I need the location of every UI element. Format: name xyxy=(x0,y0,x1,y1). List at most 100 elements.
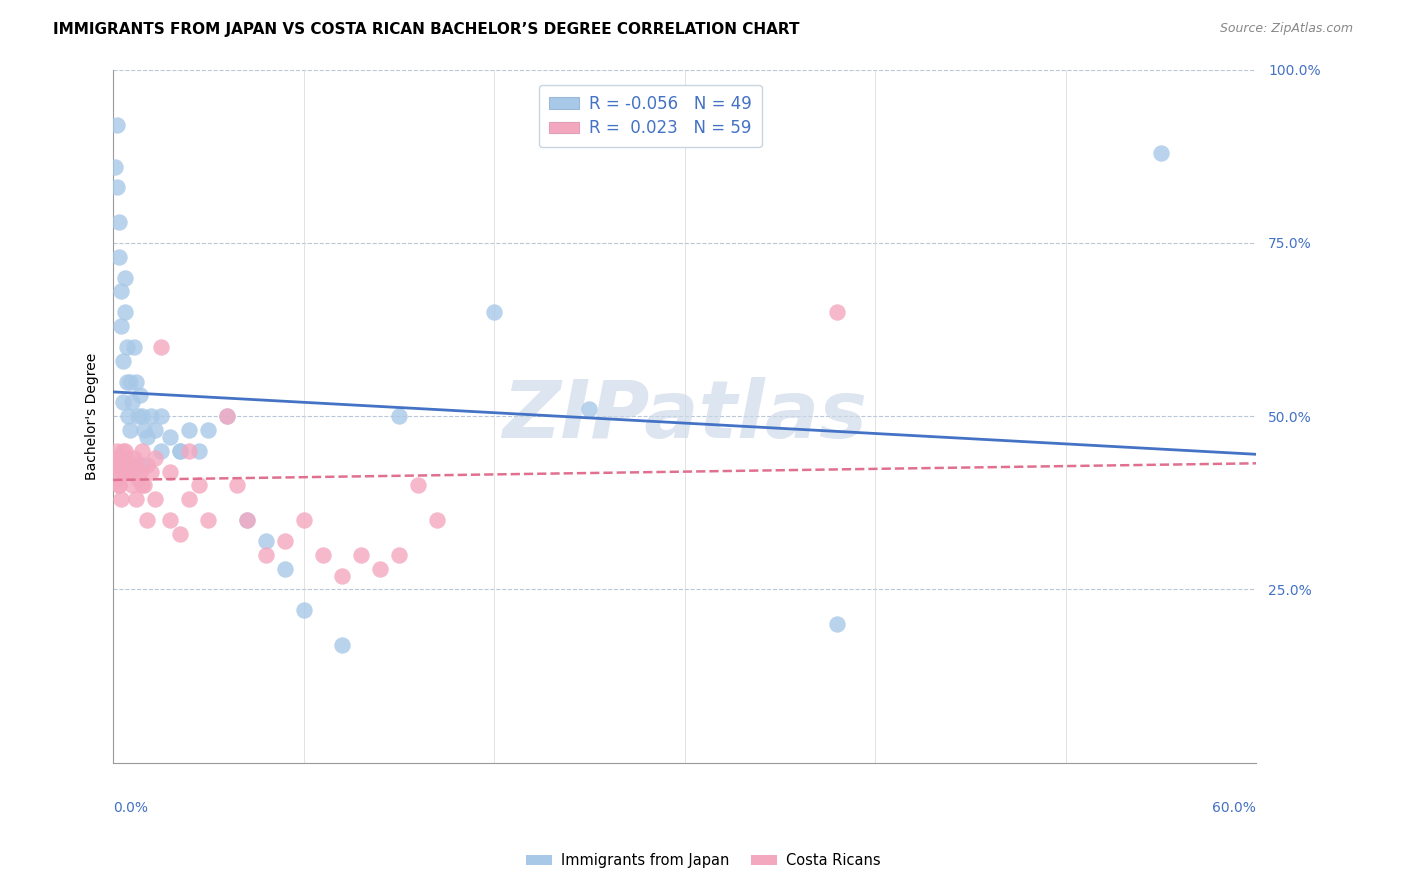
Point xyxy=(825,305,848,319)
Point xyxy=(197,513,219,527)
Point xyxy=(235,513,257,527)
Point xyxy=(273,562,295,576)
Point xyxy=(141,409,163,424)
Point xyxy=(105,180,128,194)
Point xyxy=(149,409,172,424)
Point xyxy=(330,638,353,652)
Point xyxy=(149,443,172,458)
Point xyxy=(136,513,159,527)
Point xyxy=(143,492,166,507)
Point xyxy=(132,423,155,437)
Point xyxy=(125,375,148,389)
Point xyxy=(111,443,134,458)
Point xyxy=(105,458,128,472)
Point xyxy=(159,465,181,479)
Point xyxy=(141,465,163,479)
Point xyxy=(143,423,166,437)
Point xyxy=(108,215,131,229)
Point xyxy=(169,443,191,458)
Point xyxy=(368,562,391,576)
Point xyxy=(110,458,132,472)
Y-axis label: Bachelor's Degree: Bachelor's Degree xyxy=(86,352,100,480)
Point xyxy=(110,492,132,507)
Point xyxy=(110,319,132,334)
Point xyxy=(125,492,148,507)
Point xyxy=(108,250,131,264)
Point xyxy=(131,443,153,458)
Point xyxy=(825,617,848,632)
Point xyxy=(114,270,136,285)
Point xyxy=(111,395,134,409)
Point xyxy=(179,443,201,458)
Point xyxy=(131,458,153,472)
Point xyxy=(273,533,295,548)
Point xyxy=(115,458,138,472)
Point xyxy=(121,478,143,492)
Point xyxy=(292,513,315,527)
Point xyxy=(388,409,411,424)
Point xyxy=(197,423,219,437)
Legend: Immigrants from Japan, Costa Ricans: Immigrants from Japan, Costa Ricans xyxy=(520,847,886,874)
Point xyxy=(226,478,249,492)
Point xyxy=(312,548,335,562)
Point xyxy=(111,353,134,368)
Point xyxy=(187,478,209,492)
Point xyxy=(122,450,145,465)
Point xyxy=(127,472,149,486)
Point xyxy=(115,340,138,354)
Point xyxy=(120,458,142,472)
Point xyxy=(136,430,159,444)
Point xyxy=(159,430,181,444)
Point xyxy=(292,603,315,617)
Point xyxy=(127,409,149,424)
Point xyxy=(350,548,373,562)
Point xyxy=(122,340,145,354)
Point xyxy=(117,409,139,424)
Point xyxy=(330,568,353,582)
Point xyxy=(254,533,277,548)
Text: IMMIGRANTS FROM JAPAN VS COSTA RICAN BACHELOR’S DEGREE CORRELATION CHART: IMMIGRANTS FROM JAPAN VS COSTA RICAN BAC… xyxy=(53,22,800,37)
Point xyxy=(131,478,153,492)
Point xyxy=(136,458,159,472)
Point xyxy=(114,465,136,479)
Point xyxy=(217,409,239,424)
Point xyxy=(115,458,138,472)
Point xyxy=(121,465,143,479)
Point xyxy=(121,395,143,409)
Point xyxy=(179,423,201,437)
Point xyxy=(426,513,449,527)
Point xyxy=(105,472,128,486)
Point xyxy=(128,465,150,479)
Point xyxy=(235,513,257,527)
Point xyxy=(115,450,138,465)
Point xyxy=(484,305,506,319)
Point xyxy=(1150,145,1173,160)
Point xyxy=(254,548,277,562)
Point xyxy=(217,409,239,424)
Point xyxy=(104,458,127,472)
Point xyxy=(149,340,172,354)
Point xyxy=(159,513,181,527)
Text: ZIPatlas: ZIPatlas xyxy=(502,377,868,455)
Point xyxy=(406,478,429,492)
Point xyxy=(114,443,136,458)
Point xyxy=(105,118,128,132)
Point xyxy=(169,527,191,541)
Point xyxy=(105,443,128,458)
Point xyxy=(111,450,134,465)
Point xyxy=(108,450,131,465)
Point xyxy=(187,443,209,458)
Point xyxy=(143,450,166,465)
Point xyxy=(578,402,600,417)
Point xyxy=(108,478,131,492)
Point xyxy=(169,443,191,458)
Point xyxy=(111,458,134,472)
Point xyxy=(179,492,201,507)
Point xyxy=(108,478,131,492)
Point xyxy=(128,388,150,402)
Point xyxy=(120,423,142,437)
Point xyxy=(114,305,136,319)
Point xyxy=(110,285,132,299)
Point xyxy=(131,409,153,424)
Text: 60.0%: 60.0% xyxy=(1212,801,1257,815)
